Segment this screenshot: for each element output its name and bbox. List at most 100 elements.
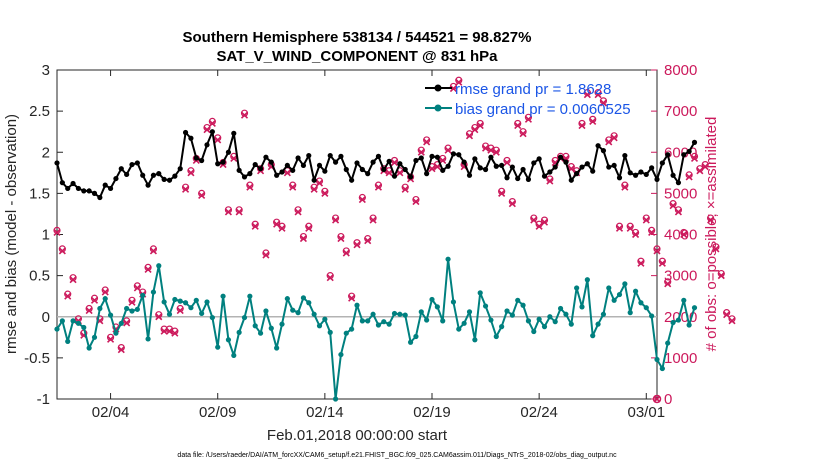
bias-point	[343, 330, 349, 336]
rmse-point	[300, 162, 307, 169]
obs-assimilated-marker	[664, 280, 672, 288]
rmse-point	[584, 161, 590, 167]
bias-point	[316, 323, 323, 329]
rmse-point	[247, 171, 253, 177]
obs-assimilated-marker	[540, 218, 549, 226]
obs-assimilated-marker	[155, 313, 163, 321]
bias-point	[638, 300, 644, 306]
bias-point	[477, 290, 483, 296]
rmse-point	[568, 177, 574, 183]
x-tick-label: 02/14	[306, 404, 344, 421]
rmse-point	[172, 173, 178, 179]
legend-bias-marker	[434, 104, 442, 112]
x-tick-label: 03/01	[628, 404, 666, 421]
bias-point	[257, 330, 264, 336]
rmse-point	[472, 156, 478, 162]
rmse-point	[59, 180, 65, 186]
rmse-point	[241, 174, 248, 180]
right-y-tick-label: 7000	[664, 103, 697, 120]
bias-point	[359, 318, 365, 324]
obs-assimilated-marker	[728, 317, 736, 325]
bias-point	[424, 317, 430, 323]
obs-assimilated-marker	[605, 138, 613, 146]
obs-assimilated-marker	[658, 259, 666, 267]
rmse-point	[209, 129, 215, 135]
rmse-point	[424, 171, 430, 177]
obs-assimilated-marker	[299, 235, 307, 243]
obs-assimilated-marker	[642, 216, 650, 224]
bias-point	[113, 330, 119, 336]
rmse-point	[274, 172, 280, 178]
rmse-point	[440, 167, 446, 173]
rmse-point	[370, 159, 376, 165]
obs-possible-marker	[652, 394, 662, 404]
rmse-point	[97, 194, 103, 201]
rmse-point	[675, 180, 682, 186]
obs-assimilated-marker	[455, 78, 463, 86]
rmse-point	[627, 170, 633, 176]
bias-point	[81, 324, 87, 331]
bias-point	[600, 311, 607, 317]
rmse-point	[327, 152, 333, 159]
rmse-point	[391, 173, 398, 179]
bias-point	[557, 305, 564, 312]
bias-point	[284, 296, 290, 302]
obs-assimilated-marker	[144, 265, 152, 274]
bias-point	[386, 321, 392, 327]
bias-point	[611, 297, 617, 303]
bias-line	[56, 258, 696, 400]
rmse-point	[199, 157, 205, 164]
rmse-point	[595, 143, 601, 149]
rmse-point	[161, 176, 167, 182]
bias-point	[649, 313, 655, 319]
rmse-point	[461, 159, 467, 165]
rmse-point	[81, 188, 87, 194]
obs-assimilated-marker	[176, 307, 184, 315]
obs-assimilated-marker	[471, 126, 479, 134]
bias-point	[145, 336, 151, 342]
bias-point	[525, 318, 532, 324]
rmse-point	[54, 160, 60, 166]
obs-assimilated-marker	[498, 189, 506, 197]
rmse-point	[359, 166, 365, 173]
rmse-point	[418, 155, 424, 161]
bias-point	[188, 305, 194, 311]
rmse-point	[632, 172, 639, 178]
bias-point	[375, 322, 382, 328]
bias-point	[686, 322, 692, 328]
rmse-point	[670, 172, 676, 178]
bias-point	[574, 285, 580, 291]
obs-assimilated-marker	[235, 208, 243, 216]
rmse-point	[268, 159, 274, 165]
obs-assimilated-marker	[674, 208, 682, 216]
bias-point	[434, 304, 440, 310]
bias-point	[402, 312, 408, 318]
obs-assimilated-marker	[214, 136, 222, 144]
obs-assimilated-marker	[508, 200, 516, 208]
bias-point	[391, 310, 398, 317]
rmse-point	[156, 171, 162, 177]
rmse-point	[113, 175, 119, 182]
obs-assimilated-marker	[90, 296, 99, 304]
obs-assimilated-marker	[332, 216, 340, 224]
rmse-point	[140, 172, 146, 178]
obs-assimilated-marker	[610, 134, 618, 142]
obs-assimilated-marker	[685, 173, 693, 181]
rmse-point	[322, 168, 328, 174]
obs-assimilated-marker	[401, 185, 409, 193]
obs-assimilated-marker	[492, 148, 500, 156]
left-axis-label: rmse and bias (model - observation)	[3, 114, 20, 354]
bias-point	[552, 319, 558, 325]
bias-point	[247, 293, 253, 299]
rmse-point	[236, 167, 242, 173]
x-tick-label: 02/24	[520, 404, 558, 421]
x-tick-label: 02/19	[413, 404, 451, 421]
obs-assimilated-marker	[514, 121, 522, 130]
bias-point	[182, 300, 189, 306]
bias-point	[595, 321, 601, 327]
bias-point	[107, 312, 114, 318]
bias-point	[166, 311, 173, 317]
right-y-tick-label: 8000	[664, 62, 697, 79]
obs-assimilated-marker	[310, 185, 318, 193]
